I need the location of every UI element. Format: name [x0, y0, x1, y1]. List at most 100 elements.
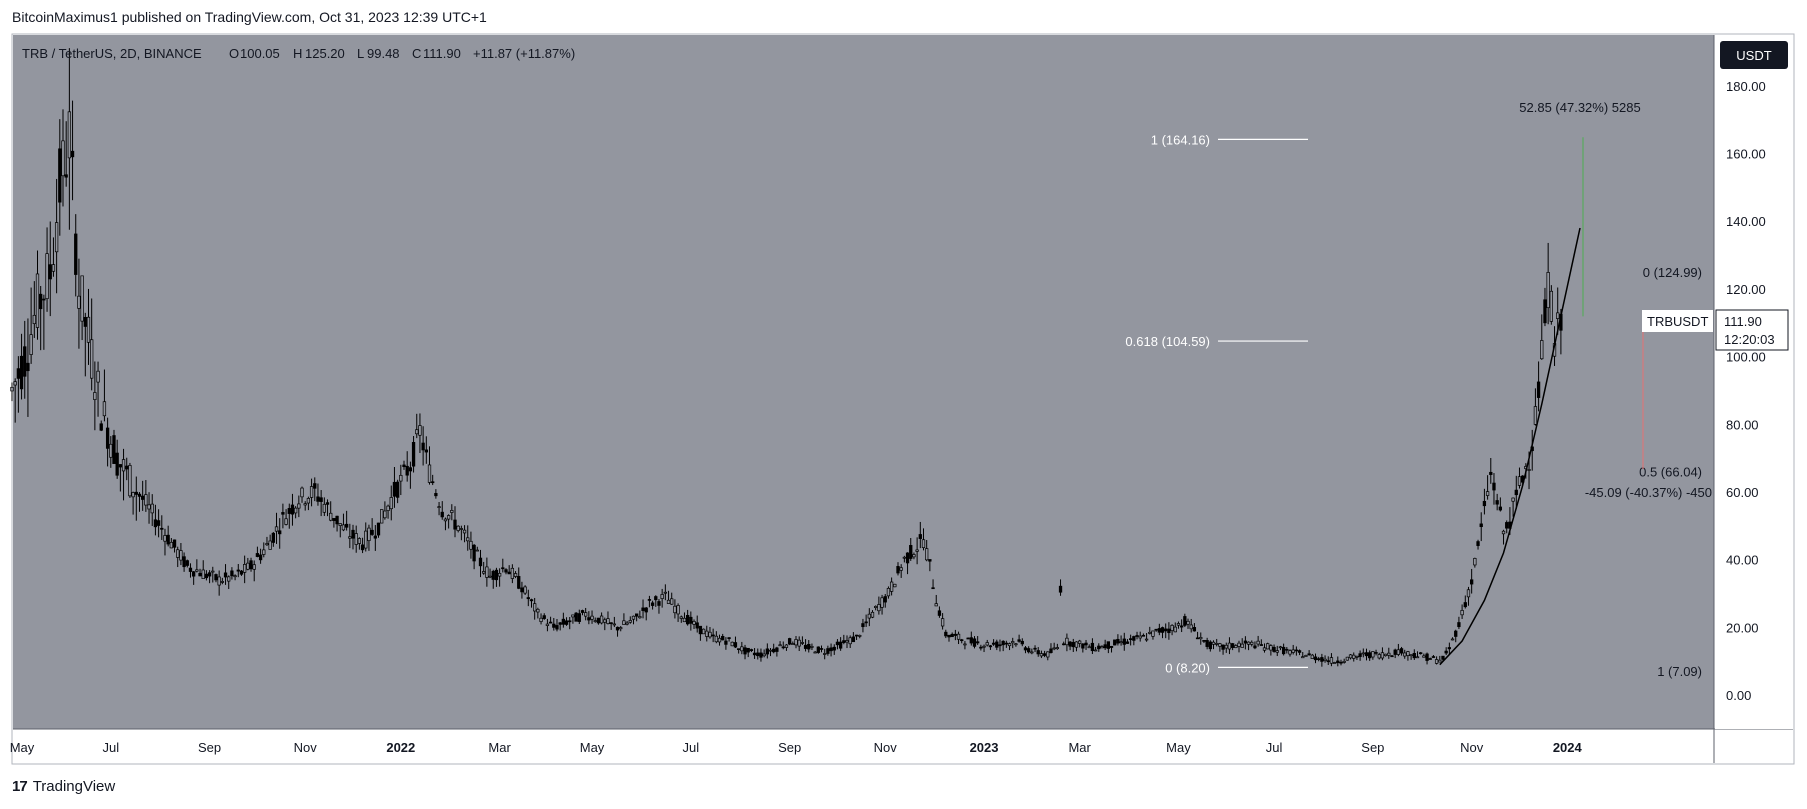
candle-body: [641, 607, 645, 611]
candle-body: [787, 638, 792, 645]
candle-body: [1189, 624, 1193, 630]
candle-body: [1278, 646, 1283, 649]
candle-body: [727, 637, 731, 639]
price-axis[interactable]: 180.00 160.00 140.00 120.00 100.00 80.00 60.00…: [1726, 79, 1766, 703]
candle-body: [236, 569, 240, 572]
candle-body: [1052, 647, 1056, 650]
candle-body: [1285, 648, 1289, 651]
candle-body: [462, 529, 467, 534]
ohlc-open-value: 100.05: [240, 46, 280, 61]
candle-body: [233, 575, 237, 578]
candle-body: [991, 642, 996, 645]
candle-body: [246, 562, 250, 570]
fib-level-label: 1 (164.16): [1151, 132, 1210, 147]
candle-body: [472, 544, 476, 562]
candle-body: [35, 273, 40, 328]
candle-body: [794, 639, 798, 646]
candle-body: [176, 549, 180, 558]
candle-body: [590, 615, 594, 620]
candle-body: [1447, 647, 1452, 650]
fib-level-label: 0 (124.99): [1643, 265, 1702, 280]
candle-body: [1250, 641, 1254, 645]
footer-brand[interactable]: 17 TradingView: [12, 778, 115, 795]
price-tick-label: 160.00: [1726, 146, 1766, 161]
candle-body: [61, 140, 65, 177]
candle-body: [185, 560, 189, 566]
plot-area[interactable]: [13, 35, 1714, 729]
tradingview-logo-icon: 17: [12, 778, 28, 795]
candle-body: [335, 515, 339, 525]
candle-body: [421, 442, 425, 451]
candle-body: [1425, 653, 1429, 661]
candle-body: [1543, 299, 1547, 324]
price-tick-label: 180.00: [1726, 79, 1766, 94]
candle-body: [1473, 558, 1477, 566]
candle-body: [982, 645, 986, 648]
candle-body: [153, 519, 158, 528]
candle-body: [953, 633, 958, 636]
candle-body: [1320, 657, 1324, 662]
candle-body: [644, 607, 648, 613]
candle-body: [418, 425, 422, 436]
price-axis-background: [1715, 35, 1793, 729]
candle-body: [899, 567, 903, 571]
candle-body: [19, 355, 24, 390]
candle-body: [325, 502, 330, 505]
price-tick-label: 0.00: [1726, 688, 1751, 703]
candle-body: [603, 619, 607, 623]
candle-body: [93, 392, 97, 400]
candle-body: [1262, 647, 1267, 651]
candle-body: [456, 525, 460, 531]
candle-body: [526, 597, 530, 600]
candle-body: [749, 649, 754, 652]
candle-body: [144, 494, 148, 506]
candle-body: [1039, 653, 1044, 657]
candle-body: [243, 564, 247, 573]
candle-body: [1202, 640, 1206, 642]
fib-level-label: 0.618 (104.59): [1125, 334, 1210, 349]
time-tick-label: Nov: [874, 740, 898, 755]
candle-body: [1313, 656, 1318, 661]
candle-body: [548, 621, 553, 624]
candle-body: [1074, 641, 1079, 648]
candle-body: [714, 635, 718, 643]
candle-body: [172, 539, 177, 548]
candle-body: [686, 615, 690, 625]
candle-body: [950, 633, 954, 638]
candle-body: [851, 636, 856, 643]
candle-body: [1450, 638, 1455, 641]
symbol-tag-label: TRBUSDT: [1647, 314, 1708, 329]
candle-body: [1342, 660, 1346, 663]
candle-body: [552, 623, 556, 628]
symbol-title[interactable]: TRB / TetherUS, 2D, BINANCE: [22, 46, 202, 61]
candle-body: [797, 639, 801, 647]
candle-body: [1422, 655, 1426, 658]
candle-body: [657, 601, 661, 606]
candle-body: [533, 603, 537, 612]
candle-body: [252, 564, 256, 570]
candle-body: [39, 293, 43, 310]
candle-body: [169, 541, 174, 549]
candle-body: [376, 522, 381, 536]
candle-body: [1157, 628, 1161, 633]
candle-body: [293, 507, 298, 514]
candle-body: [1457, 622, 1461, 628]
candle-body: [593, 620, 597, 622]
currency-button[interactable]: [1720, 41, 1788, 69]
candle-body: [223, 572, 228, 578]
candle-body: [1007, 643, 1012, 647]
candle-body: [558, 622, 562, 625]
candle-body: [874, 605, 878, 608]
candle-body: [647, 599, 652, 601]
candle-body: [281, 512, 285, 515]
candle-body: [415, 429, 419, 435]
candle-body: [568, 620, 572, 623]
candle-body: [972, 638, 977, 647]
time-axis[interactable]: May Jul Sep Nov 2022 Mar May Jul Sep Nov 2023 Mar Ma…: [10, 740, 1583, 755]
candle-body: [1294, 649, 1299, 652]
candle-body: [1489, 471, 1493, 475]
candle-body: [204, 573, 209, 579]
candle-body: [198, 572, 202, 577]
candle-body: [10, 386, 14, 392]
